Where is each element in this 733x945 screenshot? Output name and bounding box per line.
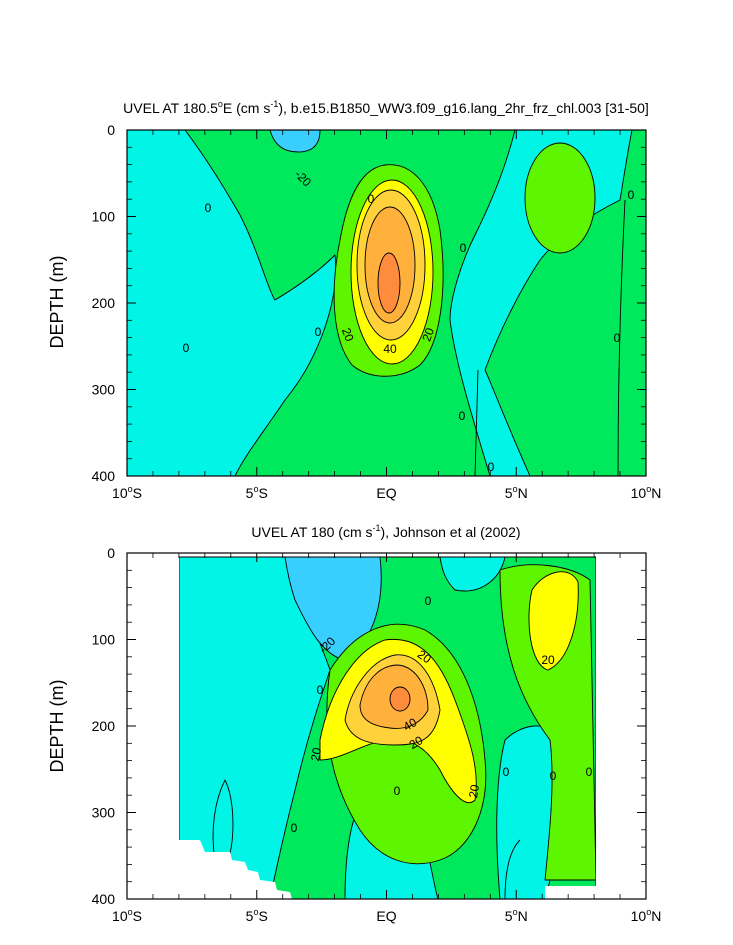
contour-label: 20 bbox=[541, 653, 555, 667]
contour-region-20-30 bbox=[528, 571, 579, 671]
contour-label: 0 bbox=[459, 409, 466, 423]
contour-label: 0 bbox=[205, 201, 212, 215]
x-tick-label: EQ bbox=[376, 485, 396, 501]
contour-region-gt-50 bbox=[389, 686, 411, 712]
contour-label: 0 bbox=[503, 765, 510, 779]
y-tick-label: 200 bbox=[92, 718, 116, 734]
contour-label: 0 bbox=[586, 765, 593, 779]
y-tick-label: 400 bbox=[92, 891, 116, 907]
y-tick-label: 100 bbox=[92, 632, 116, 648]
x-axis-top: 10oS 5oS EQ 5oN 10oN bbox=[112, 130, 661, 501]
x-tick-label: 5oS bbox=[246, 484, 268, 501]
contour-label: 20 bbox=[419, 326, 437, 344]
contour-label: 20 bbox=[466, 783, 482, 799]
contour-label: 20 bbox=[308, 746, 324, 762]
contour-line bbox=[474, 369, 479, 476]
x-tick-label: 10oN bbox=[631, 484, 662, 501]
contour-fill-top bbox=[127, 130, 646, 476]
contour-line bbox=[212, 779, 234, 861]
contour-label: 40 bbox=[383, 342, 397, 356]
contour-region-lt-neg20 bbox=[284, 556, 382, 661]
y-axis-label: DEPTH (m) bbox=[47, 256, 67, 349]
contour-region-10-20 bbox=[499, 564, 597, 881]
contour-label: 0 bbox=[488, 460, 495, 474]
contour-line bbox=[504, 839, 521, 899]
x-axis-bottom: 10oS 5oS EQ 5oN 10oN bbox=[112, 553, 661, 924]
contour-region-neg0 bbox=[127, 130, 337, 476]
contour-label: 0 bbox=[291, 821, 298, 835]
contour-label: 0 bbox=[425, 594, 432, 608]
y-tick-label: 0 bbox=[107, 122, 115, 138]
contour-region-neg0 bbox=[439, 556, 506, 592]
x-tick-label: 5oS bbox=[246, 907, 268, 924]
x-tick-label: 10oS bbox=[112, 907, 142, 924]
chart-title-bottom: UVEL AT 180 (cm s-1), Johnson et al (200… bbox=[251, 523, 520, 540]
x-tick-label: 10oN bbox=[631, 907, 662, 924]
contour-region-gt-50 bbox=[377, 252, 401, 314]
contour-label: 0 bbox=[183, 341, 190, 355]
y-tick-label: 400 bbox=[92, 468, 116, 484]
contour-label: 0 bbox=[460, 241, 467, 255]
x-tick-label: 5oN bbox=[505, 484, 528, 501]
panel-observations: UVEL AT 180 (cm s-1), Johnson et al (200… bbox=[47, 523, 661, 924]
y-tick-label: 300 bbox=[92, 805, 116, 821]
contour-region-10-20 bbox=[524, 142, 596, 254]
contour-label: 20 bbox=[407, 733, 426, 752]
contour-label: 0 bbox=[317, 683, 324, 697]
contour-line bbox=[617, 199, 626, 476]
contour-label: 0 bbox=[368, 192, 375, 206]
panel-model: UVEL AT 180.5oE (cm s-1), b.e15.B1850_WW… bbox=[47, 99, 661, 501]
contour-label: 0 bbox=[614, 331, 621, 345]
x-tick-label: 5oN bbox=[505, 907, 528, 924]
y-tick-label: 100 bbox=[92, 209, 116, 225]
y-tick-label: 200 bbox=[92, 295, 116, 311]
contour-label: 0 bbox=[550, 769, 557, 783]
contour-region-lt-neg20 bbox=[269, 130, 321, 153]
x-tick-label: EQ bbox=[376, 908, 396, 924]
contour-label: 0 bbox=[628, 188, 635, 202]
contour-label: 40 bbox=[401, 715, 420, 734]
chart-title-top: UVEL AT 180.5oE (cm s-1), b.e15.B1850_WW… bbox=[123, 99, 649, 116]
y-tick-label: 300 bbox=[92, 382, 116, 398]
contour-label: 0 bbox=[315, 325, 322, 339]
contour-fill-bottom bbox=[178, 556, 597, 899]
contour-label: 20 bbox=[339, 326, 357, 344]
y-tick-label: 0 bbox=[107, 545, 115, 561]
y-axis-label: DEPTH (m) bbox=[47, 680, 67, 773]
x-tick-label: 10oS bbox=[112, 484, 142, 501]
contour-label: 0 bbox=[394, 784, 401, 798]
